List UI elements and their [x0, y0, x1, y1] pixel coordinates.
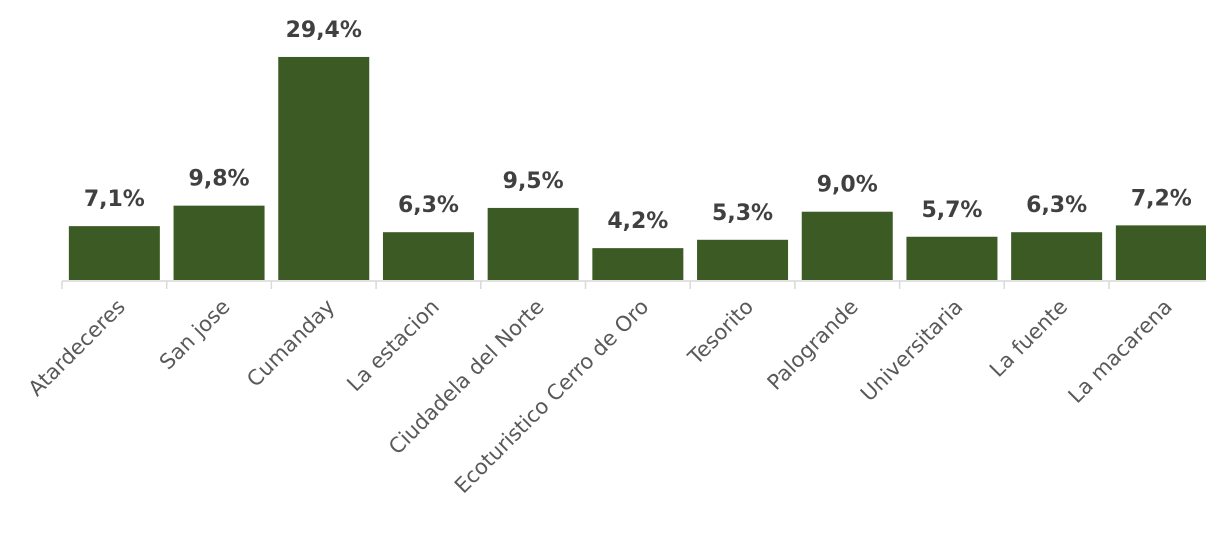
- bar: [278, 56, 370, 281]
- value-label: 9,0%: [817, 173, 878, 198]
- bar: [801, 211, 893, 280]
- value-label: 7,2%: [1131, 186, 1192, 211]
- bar: [1115, 225, 1206, 280]
- bar: [592, 248, 684, 280]
- value-label: 9,8%: [189, 167, 250, 192]
- value-label: 5,7%: [921, 198, 982, 223]
- value-label: 4,2%: [607, 209, 668, 234]
- x-tick-label: San jose: [155, 295, 235, 375]
- bar: [487, 207, 579, 280]
- bar: [173, 205, 265, 280]
- x-tick-label: Atardeceres: [24, 295, 130, 401]
- x-tick-label: Ecoturistico Cerro de Oro: [450, 295, 653, 498]
- bar: [382, 232, 474, 280]
- value-label: 5,3%: [712, 201, 773, 226]
- x-tick-label: Tesorito: [683, 295, 758, 370]
- x-tick-label: Cumanday: [242, 295, 339, 392]
- x-tick-label: Universitaria: [856, 295, 968, 407]
- bar: [906, 236, 998, 280]
- value-label: 6,3%: [1026, 193, 1087, 218]
- x-tick-label: Palogrande: [763, 295, 863, 395]
- x-tick-label: La macarena: [1064, 295, 1177, 408]
- x-tick-label: La fuente: [985, 295, 1072, 382]
- bar: [1011, 232, 1103, 280]
- bar: [68, 226, 160, 280]
- bar: [697, 239, 789, 280]
- value-label: 29,4%: [286, 18, 362, 43]
- x-tick-label: La estacion: [342, 295, 444, 397]
- value-label: 6,3%: [398, 193, 459, 218]
- value-label: 7,1%: [84, 187, 145, 212]
- value-label: 9,5%: [503, 169, 564, 194]
